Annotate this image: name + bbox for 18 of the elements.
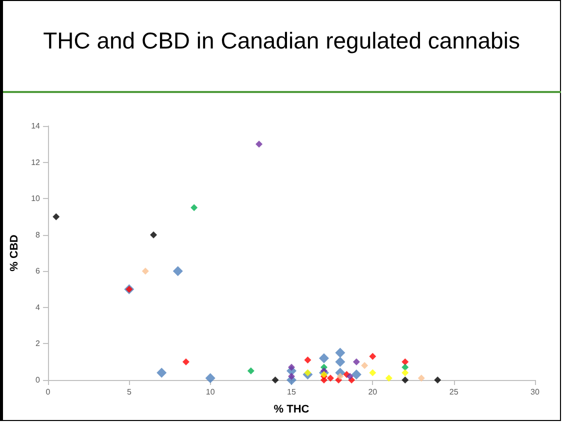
- y-tick-label: 2: [36, 339, 41, 348]
- x-tick-label: 5: [126, 388, 132, 396]
- x-axis-title: % THC: [274, 404, 310, 416]
- y-tick-label: 6: [36, 266, 41, 276]
- y-axis-title: % CBD: [8, 234, 20, 272]
- y-tick-label: 12: [31, 158, 41, 167]
- x-tick-label: 20: [368, 388, 378, 396]
- x-tick-label: 15: [287, 388, 296, 396]
- x-tick-label: 25: [449, 388, 459, 396]
- y-tick-label: 4: [36, 302, 41, 312]
- x-tick-label: 0: [46, 388, 51, 396]
- y-tick-label: 8: [36, 230, 41, 240]
- y-tick-label: 0: [36, 376, 41, 384]
- x-tick-label: 30: [530, 388, 540, 396]
- y-tick-label: 14: [31, 122, 41, 130]
- y-tick-label: 10: [31, 194, 41, 204]
- x-tick-label: 10: [206, 388, 216, 396]
- chart-title: THC and CBD in Canadian regulated cannabis: [43, 28, 520, 54]
